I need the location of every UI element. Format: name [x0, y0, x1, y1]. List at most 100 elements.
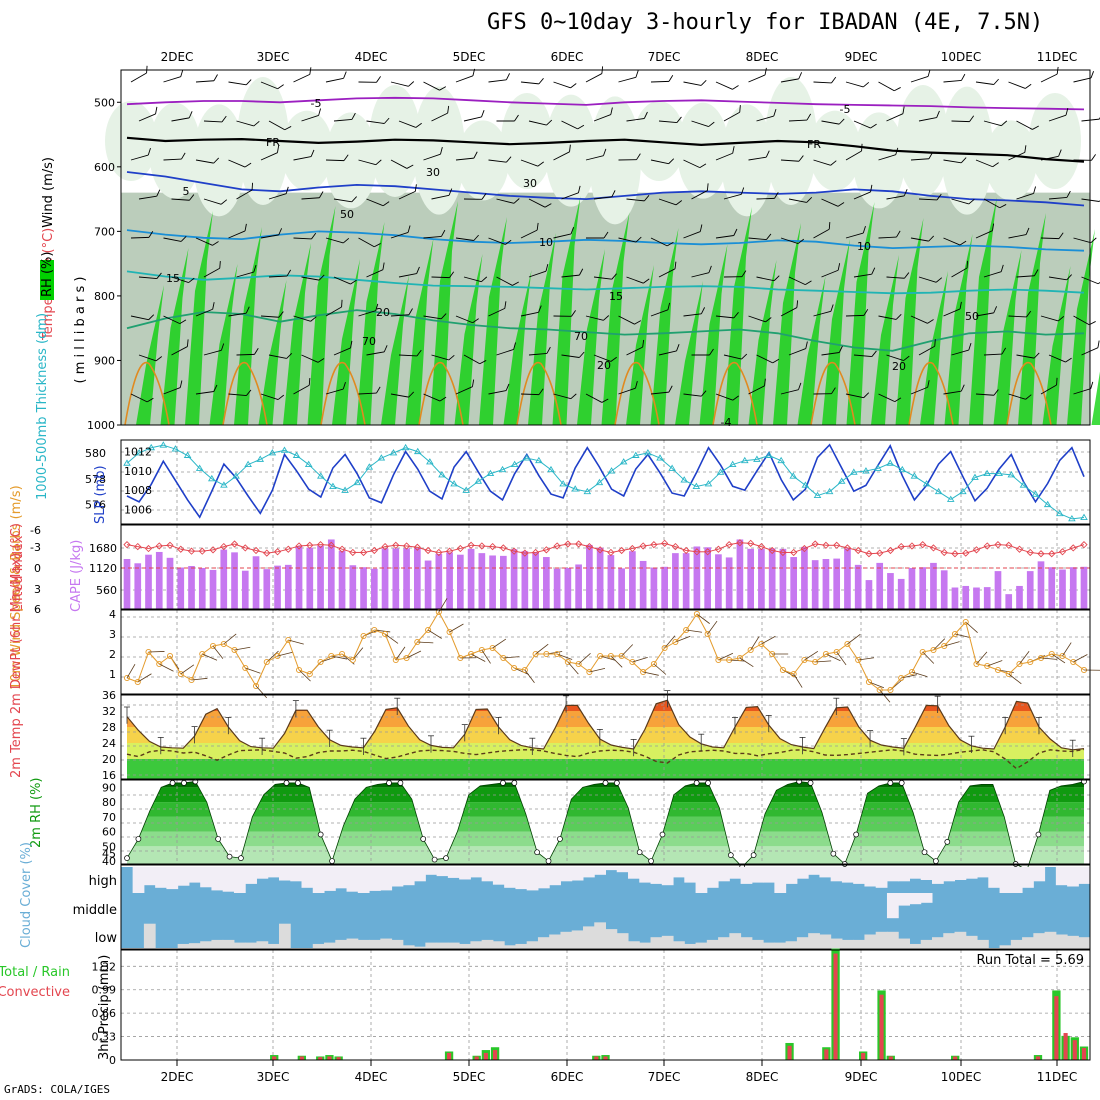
rh-point	[659, 831, 666, 838]
wind-barb	[585, 148, 607, 161]
li-series-segment	[535, 549, 547, 553]
cloud-low-bar	[256, 941, 269, 948]
wind10m-barb	[352, 647, 364, 661]
wind-barb-shaft	[553, 81, 571, 89]
wind-barb	[130, 65, 148, 83]
li-point	[736, 539, 744, 547]
cape-bar	[682, 553, 690, 609]
wind-barb	[878, 230, 901, 239]
wind-barb	[951, 260, 969, 278]
thickness-ylabel: 1000-500mb Thickness (dm)	[35, 313, 50, 500]
li-point	[478, 542, 486, 550]
li-point	[919, 541, 927, 549]
date-label-bottom: 2DEC	[161, 1070, 194, 1084]
date-label-bottom: 4DEC	[355, 1070, 388, 1084]
wind-barb	[853, 267, 876, 278]
wind-barb-shaft	[910, 158, 929, 161]
wind-barb-flag	[709, 348, 714, 356]
rh-shade-90	[1042, 266, 1071, 425]
wind-barb-shaft	[463, 116, 482, 122]
wind-barb	[788, 276, 812, 286]
pressure-tick-label: 1000	[87, 419, 115, 432]
thickness-series-segment	[938, 491, 952, 500]
wind-barb	[1016, 120, 1039, 130]
wind10m-series-segment	[836, 643, 848, 653]
wind-barb	[130, 314, 155, 321]
li-series-segment	[557, 543, 568, 547]
wind10m-barb	[965, 621, 978, 634]
wind-barb-shaft	[626, 198, 645, 202]
wind-barb-flag	[706, 183, 709, 191]
rh-point	[534, 849, 540, 856]
wind-barb-shaft	[455, 157, 474, 161]
li-series-segment	[610, 550, 622, 553]
wind10m-barb	[1040, 657, 1057, 660]
wind-barb-flag	[668, 74, 674, 82]
li-point	[123, 541, 131, 549]
wind10m-point	[274, 652, 281, 660]
wind-barb-flag	[928, 152, 933, 159]
wind-barb-shaft	[1073, 315, 1090, 326]
wind-barb	[520, 305, 542, 317]
wind-barb-flag	[666, 241, 674, 247]
rh-point	[135, 836, 142, 842]
wind-barb	[715, 81, 739, 90]
wind-barb	[813, 304, 834, 317]
wind-barb-flag	[636, 153, 641, 160]
wind10m-point	[521, 666, 528, 674]
wind-barb-flag	[805, 280, 812, 285]
wind10m-point	[199, 650, 206, 658]
wind-barb-flag	[212, 302, 215, 310]
wind-barb-flag	[376, 386, 381, 394]
wind10m-barb	[470, 653, 486, 662]
wind-barb-flag	[343, 154, 349, 161]
thickness-series-segment	[671, 468, 685, 481]
wind-barb-flag	[708, 121, 715, 127]
wind-barb-flag	[935, 277, 943, 283]
wind10m-point	[468, 650, 475, 658]
li-series-segment	[277, 548, 289, 553]
thickness-point	[522, 454, 531, 461]
rh-point	[431, 856, 438, 863]
precip-conv-bar	[272, 1056, 277, 1060]
wind-barb	[398, 349, 422, 357]
cape-bar	[134, 563, 142, 609]
li-series-segment	[997, 544, 1009, 546]
wind-barb-shaft	[910, 237, 929, 242]
li-point	[381, 542, 389, 551]
wind-barb-flag	[960, 157, 967, 164]
wind10m-barb	[535, 643, 549, 655]
cloud-high-gap	[245, 867, 257, 884]
thickness-point	[1080, 513, 1088, 520]
wind-barb-flag	[351, 112, 356, 120]
li-series-segment	[320, 544, 332, 546]
cloud-high-gap	[369, 867, 381, 891]
wind-barb-flag	[284, 126, 292, 131]
precip-conv-bar	[603, 1056, 608, 1060]
wind-barb	[1048, 108, 1069, 122]
cape-bar	[435, 553, 443, 609]
rh-point	[921, 849, 928, 856]
cape-bar	[532, 552, 539, 609]
wind10m-series-segment	[191, 653, 203, 681]
cape-bar	[973, 587, 980, 609]
cape-bar	[811, 560, 819, 609]
precip-conv-bar	[1054, 996, 1059, 1060]
li-series-segment	[492, 546, 504, 549]
li-series-segment	[944, 551, 956, 555]
wind-barb-shaft	[358, 237, 375, 248]
date-label-bottom: 5DEC	[453, 1070, 486, 1084]
contour-label: 30	[426, 166, 440, 179]
wind-barb-shaft	[455, 237, 474, 241]
cloud-low-bar	[673, 941, 685, 948]
rh-shade-30	[105, 101, 157, 181]
wind-barb-flag	[407, 225, 411, 233]
wind-barb-flag	[870, 123, 877, 129]
wind10m-barb	[632, 656, 648, 663]
cloud-low-bar	[582, 926, 595, 948]
wind-barb-shaft	[683, 313, 702, 317]
wind-barb-flag	[999, 204, 1007, 209]
wind10m-series-segment	[298, 669, 310, 675]
wind-barb-flag	[894, 87, 901, 92]
li-series-segment	[879, 550, 891, 554]
